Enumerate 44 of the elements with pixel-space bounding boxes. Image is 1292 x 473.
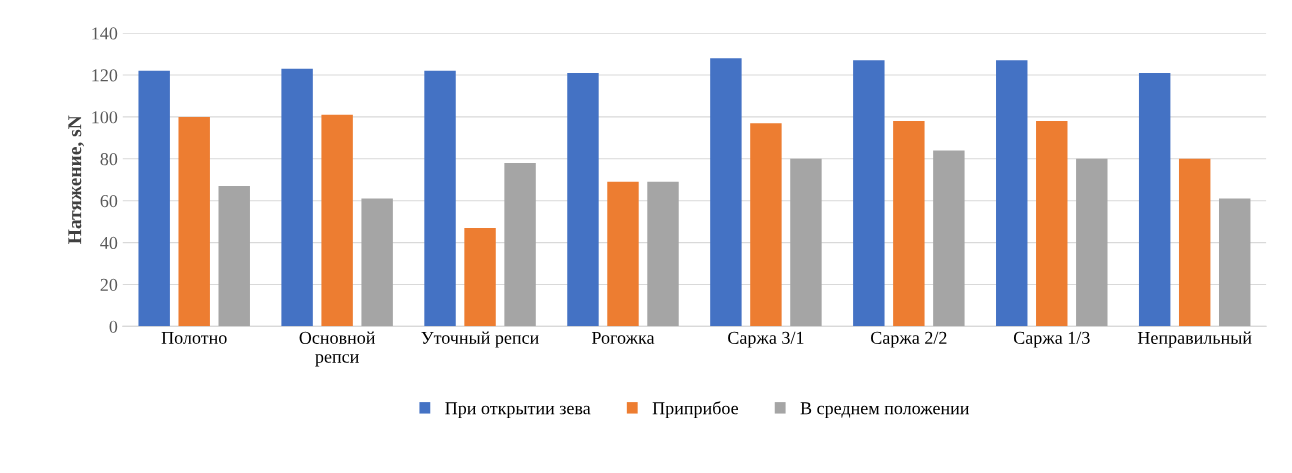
bar [281,68,313,327]
bar [504,162,536,327]
x-tick-label: Рогожка [591,331,655,344]
bar [853,60,885,327]
bar [361,198,393,327]
y-tick-label: 0 [109,320,118,333]
y-tick-label: 20 [100,278,118,291]
legend-label: При открытии зева [445,402,591,419]
bar [218,186,250,327]
y-axis-title: Натяжение, sN [68,115,85,244]
x-tick-label: Уточный репси [421,331,539,348]
bar [996,60,1028,327]
x-tick-label: Неправильный [1137,331,1252,348]
y-tick-label: 100 [92,111,118,124]
y-tick-label: 60 [100,194,118,208]
bar [1036,121,1068,327]
bar [567,72,599,327]
bar [647,181,679,327]
bar [138,70,170,327]
bar [710,58,742,327]
bar [1218,198,1251,327]
bar [1138,72,1171,327]
legend-label: В среднем положении [800,402,970,419]
x-tick-label: Полотно [161,331,227,344]
x-tick-label: Основной репси [299,331,376,367]
bar [790,158,822,327]
bar [750,123,782,327]
bar [464,227,496,327]
x-tick-label: Саржа 1/3 [1013,331,1090,348]
y-tick-label: 120 [92,69,118,82]
y-tick-label: 80 [100,153,118,166]
x-tick-label: Саржа 2/2 [871,331,947,348]
bar [893,121,925,327]
y-tick-label: 140 [92,27,118,40]
bar [607,181,639,327]
bar [321,114,353,327]
bar [178,116,210,327]
legend-label: Приприбое [652,401,739,419]
x-tick-label: Саржа 3/1 [728,331,804,348]
bar [1076,158,1108,327]
bar [933,150,965,327]
y-tick-label: 40 [100,236,118,250]
bar [1178,158,1211,327]
bar [424,70,456,327]
